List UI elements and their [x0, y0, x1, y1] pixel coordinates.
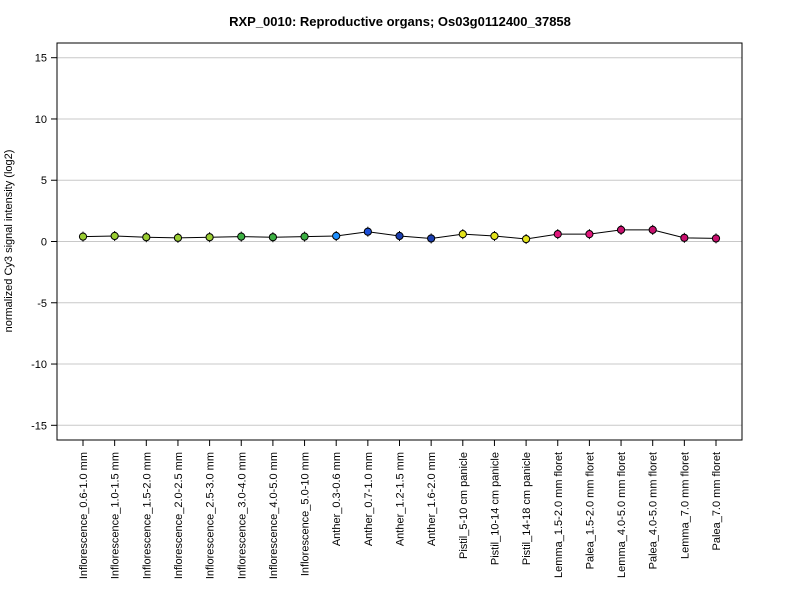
x-tick-label: Palea_4.0-5.0 mm floret — [648, 452, 660, 569]
data-point — [173, 233, 183, 242]
y-tick-label: 0 — [41, 237, 47, 249]
data-point — [142, 233, 151, 242]
y-tick-label: -5 — [37, 298, 47, 310]
data-point — [300, 232, 309, 241]
y-tick-label: 5 — [41, 175, 47, 187]
x-tick-label: Pistil_5-10 cm panicle — [458, 452, 470, 559]
x-tick-label: Inflorescence_1.0-1.5 mm — [110, 452, 122, 579]
data-point — [458, 230, 467, 239]
data-point — [110, 231, 119, 241]
y-tick-label: 10 — [35, 114, 47, 126]
data-point — [205, 233, 214, 242]
data-point — [237, 232, 246, 241]
x-tick-label: Anther_0.3-0.6 mm — [331, 452, 343, 546]
y-tick-label: -10 — [31, 359, 47, 371]
y-tick-label: -15 — [31, 420, 47, 432]
x-tick-label: Anther_0.7-1.0 mm — [363, 452, 375, 546]
x-tick-label: Inflorescence_2.5-3.0 mm — [205, 452, 217, 579]
data-point — [490, 231, 499, 241]
data-points — [78, 224, 721, 245]
x-tick-label: Inflorescence_0.6-1.0 mm — [78, 452, 90, 579]
data-point — [395, 231, 404, 241]
data-point — [680, 233, 689, 242]
x-tick-label: Pistil_10-14 cm panicle — [489, 452, 501, 565]
x-tick-label: Lemma_4.0-5.0 mm floret — [616, 452, 628, 578]
x-tick-label: Inflorescence_5.0-10 mm — [300, 452, 312, 576]
x-tick-label: Inflorescence_4.0-5.0 mm — [268, 452, 280, 579]
x-tick-label: Lemma_1.5-2.0 mm floret — [553, 452, 565, 578]
x-tick-label: Inflorescence_3.0-4.0 mm — [236, 452, 248, 579]
x-tick-label: Anther_1.2-1.5 mm — [395, 452, 407, 546]
data-point — [332, 231, 341, 241]
x-tick-label: Palea_7.0 mm floret — [711, 452, 723, 550]
y-axis-label: normalized Cy3 signal intensity (log2) — [3, 150, 15, 333]
data-point — [268, 233, 277, 242]
data-point — [78, 232, 88, 241]
x-tick-label: Anther_1.6-2.0 mm — [426, 452, 438, 546]
grid-lines — [57, 57, 742, 426]
y-axis: 15 10 5 0 -5 -10 -15 — [31, 53, 57, 432]
data-point — [427, 234, 436, 243]
data-point — [616, 225, 626, 234]
x-tick-label: Pistil_14-18 cm panicle — [521, 452, 533, 565]
y-tick-label: 15 — [35, 53, 47, 65]
x-axis: Inflorescence_0.6-1.0 mm Inflorescence_1.… — [78, 440, 723, 579]
data-point — [585, 230, 594, 239]
data-point — [711, 234, 721, 243]
x-tick-label: Palea_1.5-2.0 mm floret — [584, 452, 596, 569]
data-point — [522, 234, 531, 244]
data-point — [553, 230, 562, 239]
data-point — [648, 225, 657, 234]
x-tick-label: Lemma_7.0 mm floret — [679, 452, 691, 559]
data-point — [363, 227, 372, 236]
x-tick-label: Inflorescence_2.0-2.5 mm — [173, 452, 185, 579]
chart-title: RXP_0010: Reproductive organs; Os03g0112… — [229, 14, 571, 29]
x-tick-label: Inflorescence_1.5-2.0 mm — [141, 452, 153, 579]
